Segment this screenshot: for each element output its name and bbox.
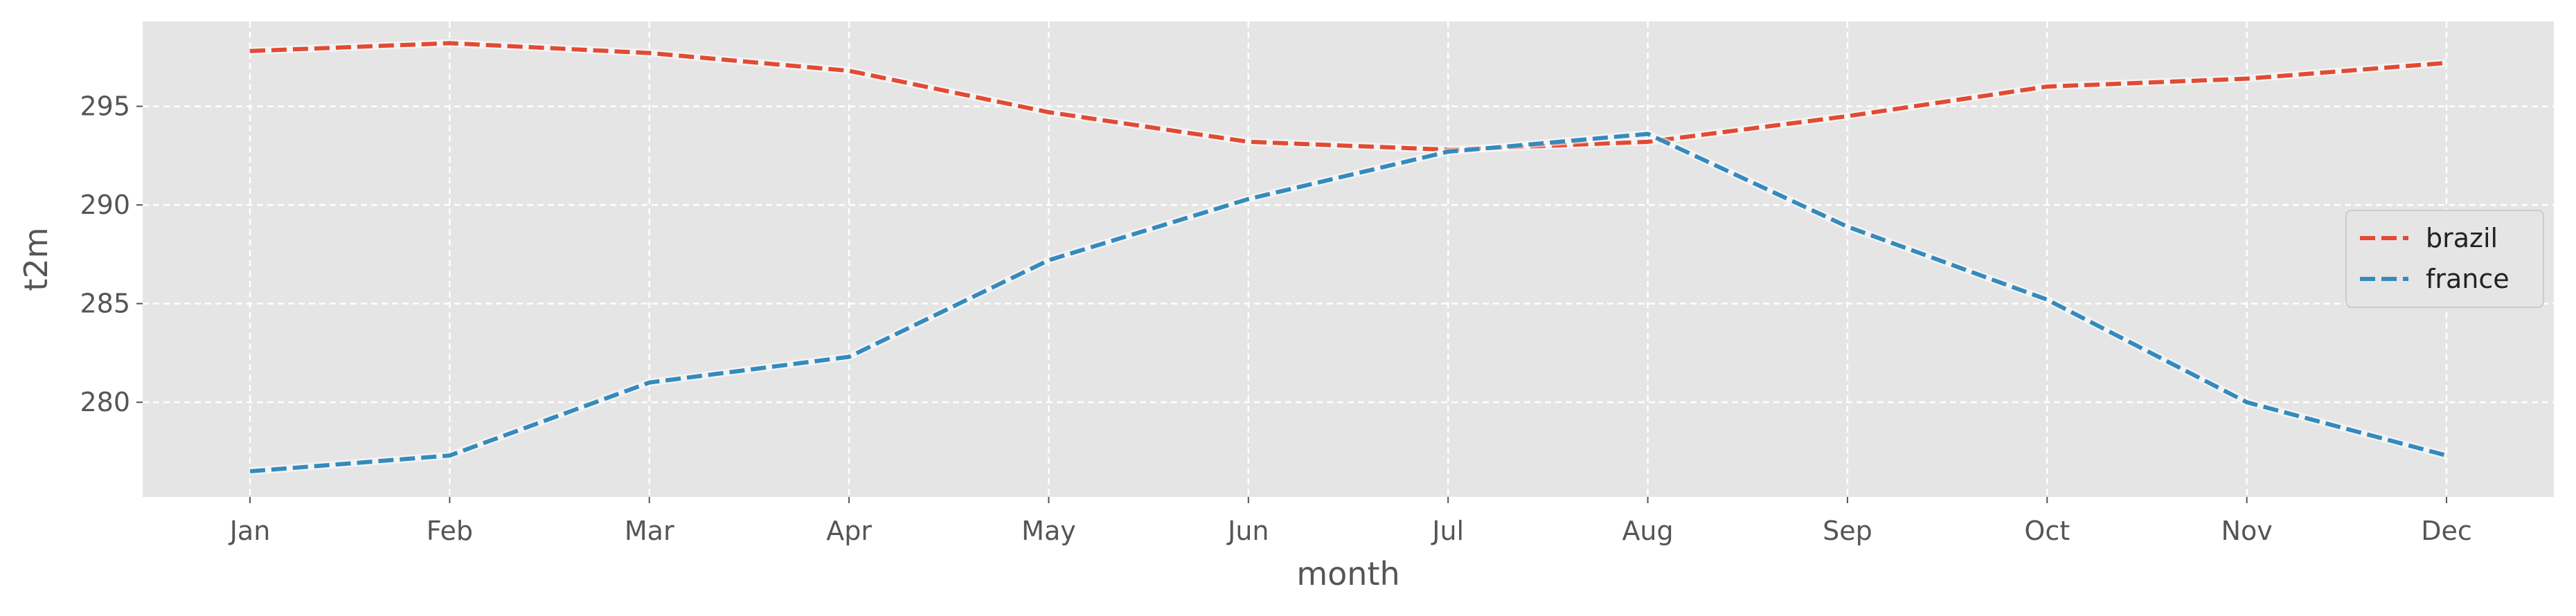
axes: Jan Feb Mar Apr May Jun Jul Aug Sep Oct Nov Dec 280 2… [80,91,2471,546]
grid-lines [143,21,2554,497]
legend-label: france [2426,264,2510,294]
series-line-brazil [249,41,2447,152]
x-tick-label: Dec [2421,516,2472,546]
y-tick-label: 280 [80,387,130,417]
x-tick-label: Oct [2024,516,2070,546]
x-tick-label: Feb [427,516,473,546]
x-tick-label: Nov [2221,516,2273,546]
x-tick-label: Jul [1431,516,1464,546]
x-tick-label: Aug [1622,516,1673,546]
y-tick-label: 285 [80,289,130,319]
legend: brazil france [2345,210,2544,308]
plot-area [143,21,2554,497]
x-tick-label: May [1021,516,1076,546]
x-axis-label: month [1296,555,1399,592]
series-lines [249,39,2448,475]
x-tick-label: Apr [826,516,872,546]
x-tick-label: Sep [1823,516,1872,546]
y-tick-label: 295 [80,91,130,122]
x-tick-label: Mar [625,516,674,546]
y-axis-label: t2m [17,227,55,291]
series-line-france [249,132,2447,473]
legend-box [2345,210,2544,308]
x-tick-label: Jan [229,516,271,546]
x-tick-label: Jun [1226,516,1269,546]
legend-label: brazil [2426,223,2498,253]
y-tick-label: 290 [80,190,130,220]
